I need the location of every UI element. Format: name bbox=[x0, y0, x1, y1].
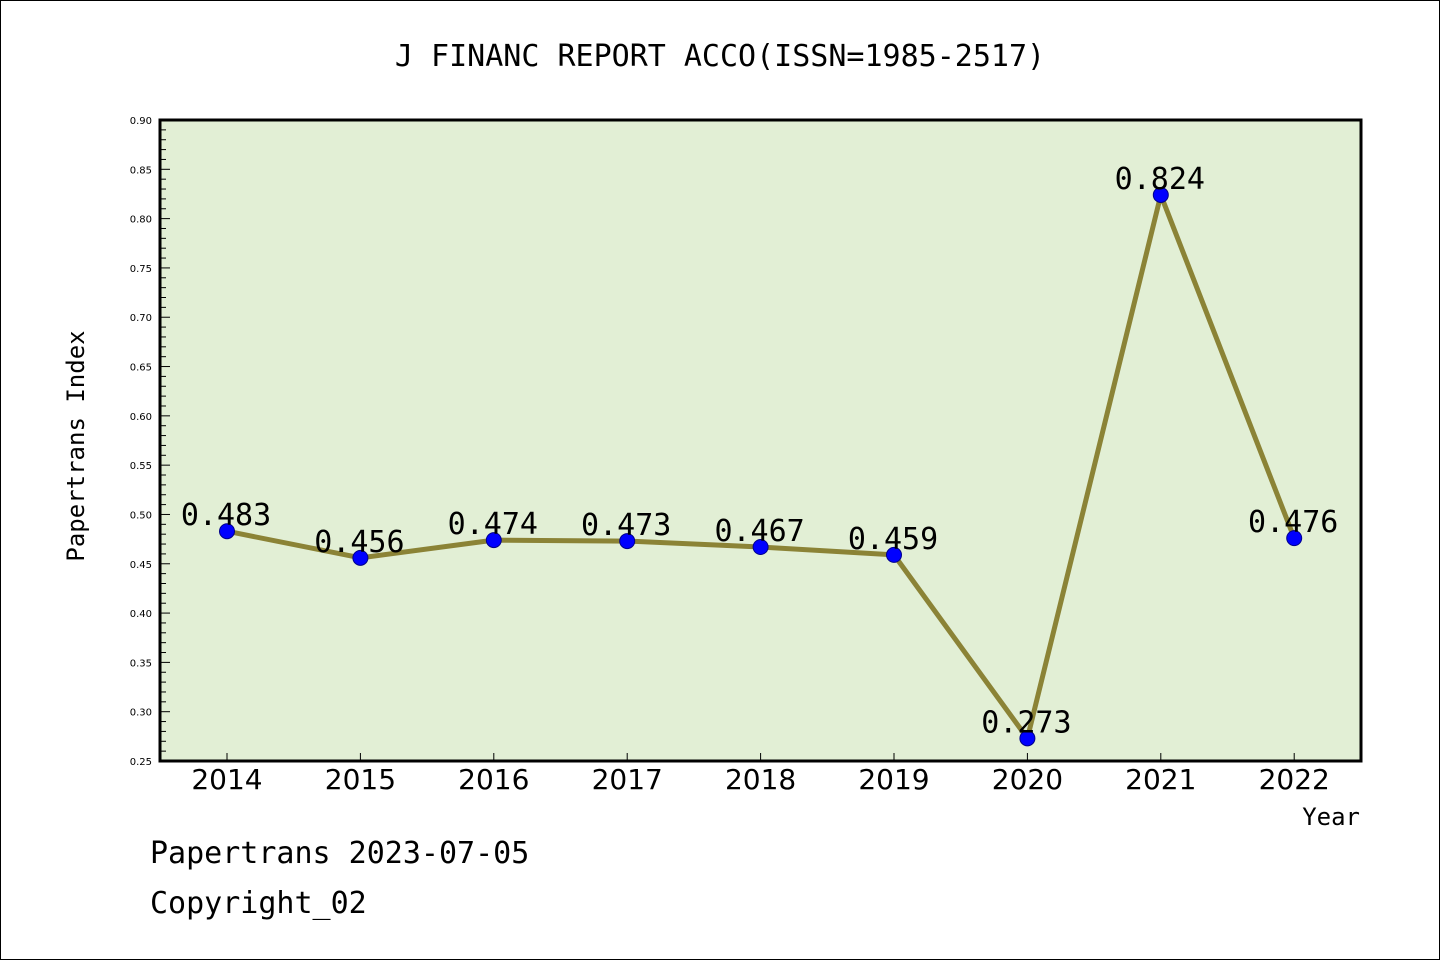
data-label: 0.473 bbox=[581, 508, 671, 543]
plot-area bbox=[158, 118, 1363, 763]
data-point bbox=[1019, 730, 1036, 747]
y-tick-label: 0.35 bbox=[130, 658, 152, 669]
y-tick-label: 0.40 bbox=[130, 609, 152, 620]
data-label: 0.824 bbox=[1115, 162, 1205, 197]
data-point bbox=[619, 533, 636, 550]
chart-title: J FINANC REPORT ACCO(ISSN=1985-2517) bbox=[395, 39, 1045, 74]
footer-source: Papertrans 2023-07-05 bbox=[150, 836, 530, 871]
data-label: 0.273 bbox=[981, 705, 1071, 740]
x-tick-label: 2022 bbox=[1259, 763, 1330, 796]
x-axis-label: Year bbox=[1302, 803, 1360, 831]
y-axis: 0.25 0.30 0.35 0.40 0.45 0.50 0.55 0.60 0.65 0.70… bbox=[130, 116, 152, 768]
y-tick-label: 0.75 bbox=[130, 264, 152, 275]
y-tick-label: 0.45 bbox=[130, 560, 152, 571]
data-label: 0.459 bbox=[848, 522, 938, 557]
y-tick-label: 0.85 bbox=[130, 165, 152, 176]
x-tick-label: 2021 bbox=[1125, 763, 1196, 796]
data-point bbox=[886, 546, 902, 563]
y-tick-label: 0.65 bbox=[130, 363, 152, 374]
y-tick-label: 0.80 bbox=[130, 215, 152, 226]
data-labels: 0.483 0.456 0.474 0.473 0.467 0.459 0.273 0.824… bbox=[181, 162, 1339, 740]
x-tick-label: 2015 bbox=[325, 763, 396, 796]
data-label: 0.467 bbox=[714, 514, 804, 549]
data-point bbox=[1286, 530, 1303, 547]
y-axis-minor-ticks bbox=[160, 119, 170, 762]
data-label: 0.474 bbox=[448, 507, 538, 542]
x-tick-label: 2018 bbox=[725, 763, 796, 796]
y-axis-label: Papertrans Index bbox=[62, 330, 90, 561]
y-tick-label: 0.25 bbox=[130, 757, 152, 768]
x-axis: 2014 2015 2016 2017 2018 2019 2020 2021 2022 bbox=[191, 753, 1330, 796]
y-tick-label: 0.55 bbox=[130, 461, 152, 472]
footer-copyright: Copyright_02 bbox=[150, 886, 367, 921]
data-point bbox=[219, 523, 235, 540]
x-tick-label: 2014 bbox=[191, 763, 262, 796]
data-point bbox=[1152, 186, 1169, 203]
x-tick-label: 2020 bbox=[992, 763, 1063, 796]
x-tick-label: 2019 bbox=[858, 763, 929, 796]
y-tick-label: 0.30 bbox=[130, 708, 152, 719]
data-points bbox=[219, 186, 1303, 747]
y-tick-label: 0.50 bbox=[130, 510, 152, 521]
data-point bbox=[352, 549, 369, 566]
data-point bbox=[752, 539, 769, 556]
data-label: 0.456 bbox=[314, 525, 404, 560]
x-tick-label: 2016 bbox=[458, 763, 529, 796]
y-tick-label: 0.70 bbox=[130, 313, 152, 324]
x-tick-label: 2017 bbox=[592, 763, 663, 796]
data-label: 0.476 bbox=[1248, 505, 1338, 540]
y-tick-label: 0.90 bbox=[130, 116, 152, 127]
y-tick-label: 0.60 bbox=[130, 412, 152, 423]
data-label: 0.483 bbox=[181, 498, 271, 533]
data-point bbox=[485, 532, 502, 549]
